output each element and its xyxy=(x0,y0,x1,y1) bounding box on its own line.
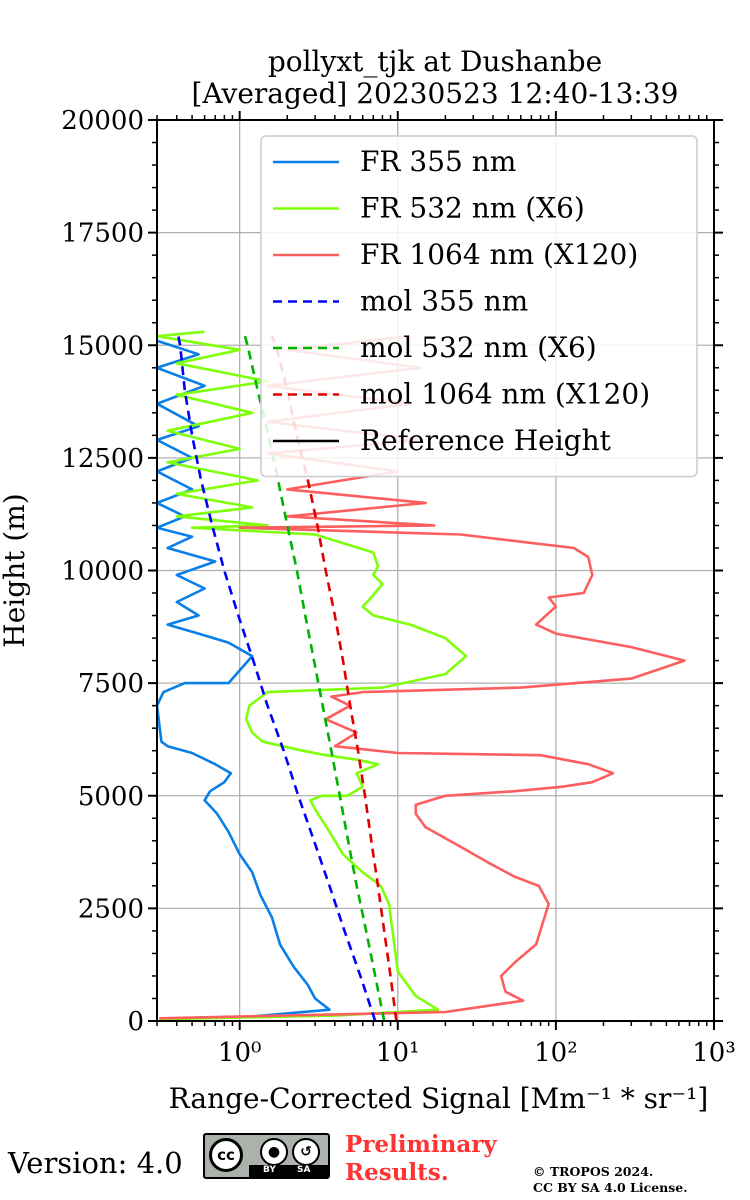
y-tick-label: 5000 xyxy=(78,782,144,812)
y-tick-label: 7500 xyxy=(78,669,144,699)
sa-label: SA xyxy=(297,1165,311,1175)
y-tick-label: 10000 xyxy=(61,557,144,587)
cc-license-badge: cc ● ↺ BY SA xyxy=(203,1133,330,1179)
legend-box xyxy=(260,135,698,478)
license-strip: BY SA xyxy=(249,1165,328,1177)
series-line-1 xyxy=(157,339,331,1020)
version-label: Version: 4.0 xyxy=(8,1146,183,1180)
chart-titles: pollyxt_tjk at Dushanbe[Averaged] 202305… xyxy=(192,45,679,110)
legend-entry-5: mol 532 nm (X6) xyxy=(360,331,597,364)
series-line-6 xyxy=(270,335,398,1021)
y-tick-label: 0 xyxy=(127,1007,144,1037)
series-line-2 xyxy=(157,330,468,1021)
legend-entry-4: mol 355 nm xyxy=(360,285,528,318)
legend-entry-1: FR 355 nm xyxy=(360,145,516,178)
legend-entry-6: mol 1064 nm (X120) xyxy=(360,378,650,411)
x-tick-label: 10¹ xyxy=(376,1038,420,1068)
x-tick-label: 10⁰ xyxy=(218,1038,262,1068)
by-attribution-icon: ● xyxy=(260,1138,288,1166)
axes: 0 2500 5000 7500 10000 12500 15000 17500 20000 10… xyxy=(0,106,736,1115)
x-axis-label: Range-Corrected Signal [Mm⁻¹ * sr⁻¹] xyxy=(169,1082,709,1115)
preliminary-results-note: Preliminary Results. xyxy=(345,1131,497,1187)
series-line-3 xyxy=(159,334,686,1020)
preliminary-line-2: Results. xyxy=(345,1159,449,1186)
series-line-4 xyxy=(177,335,377,1021)
copyright-line-2: CC BY SA 4.0 License. xyxy=(533,1180,688,1195)
by-label: BY xyxy=(263,1165,276,1175)
cc-icon: cc xyxy=(209,1138,243,1172)
y-tick-label: 2500 xyxy=(78,894,144,924)
x-tick-label: 10³ xyxy=(692,1038,736,1068)
preliminary-line-1: Preliminary xyxy=(345,1131,497,1158)
copyright-line-1: © TROPOS 2024. xyxy=(533,1164,654,1179)
y-tick-label: 12500 xyxy=(61,444,144,474)
series-layer xyxy=(157,330,686,1021)
chart-title-line-2: [Averaged] 20230523 12:40-13:39 xyxy=(192,77,679,110)
legend-entry-3: FR 1064 nm (X120) xyxy=(360,238,638,271)
chart-title-line-1: pollyxt_tjk at Dushanbe xyxy=(268,45,602,78)
share-alike-icon: ↺ xyxy=(292,1138,320,1166)
y-tick-label: 15000 xyxy=(61,331,144,361)
y-tick-label: 20000 xyxy=(61,106,144,136)
x-tick-label: 10² xyxy=(534,1038,578,1068)
legend-entry-2: FR 532 nm (X6) xyxy=(360,192,585,225)
y-tick-label: 17500 xyxy=(61,219,144,249)
series-line-5 xyxy=(243,335,386,1021)
y-axis-label: Height (m) xyxy=(0,493,31,647)
copyright-note: © TROPOS 2024. CC BY SA 4.0 License. xyxy=(533,1164,688,1196)
legend: FR 355 nm FR 532 nm (X6) FR 1064 nm (X120)… xyxy=(260,135,698,478)
legend-entry-7: Reference Height xyxy=(360,424,612,457)
